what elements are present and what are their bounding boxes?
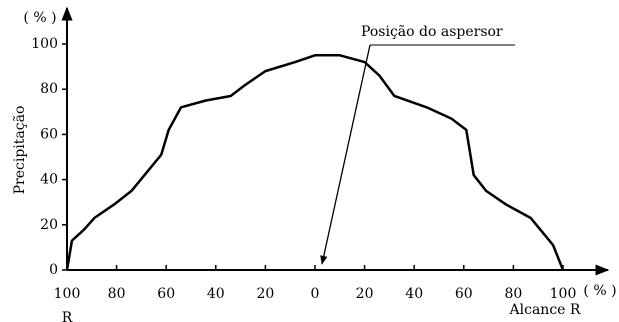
x-tick-label: 20 — [256, 286, 274, 302]
x-tick-label: 60 — [455, 286, 473, 302]
x-tick-label: 60 — [157, 286, 175, 302]
y-label: Precipitação — [12, 106, 28, 195]
x-unit: ( % ) — [583, 283, 616, 299]
line — [65, 54, 565, 271]
y-tick-label: 20 — [40, 217, 58, 233]
y-tick-label: 0 — [49, 262, 58, 278]
x-tick-label: 40 — [207, 286, 225, 302]
x-tick-label: 100 — [54, 286, 81, 302]
x-tick-label: 80 — [504, 286, 522, 302]
y-tick-label: 100 — [31, 36, 58, 52]
annotation-arrow — [320, 44, 371, 265]
annotation: Posição do aspersor — [361, 24, 503, 40]
x-tick-label: 80 — [108, 286, 126, 302]
x-tick-label: 40 — [405, 286, 423, 302]
x-sublabel: R — [62, 310, 73, 322]
x-label: Alcance R — [509, 302, 581, 318]
y-unit: ( % ) — [23, 10, 56, 26]
y-tick-label: 80 — [40, 81, 58, 97]
y-tick-label: 40 — [40, 172, 58, 188]
x-tick-label: 0 — [311, 286, 320, 302]
y-tick-label: 60 — [40, 126, 58, 142]
x-tick-label: 100 — [550, 286, 577, 302]
x-tick-label: 20 — [356, 286, 374, 302]
